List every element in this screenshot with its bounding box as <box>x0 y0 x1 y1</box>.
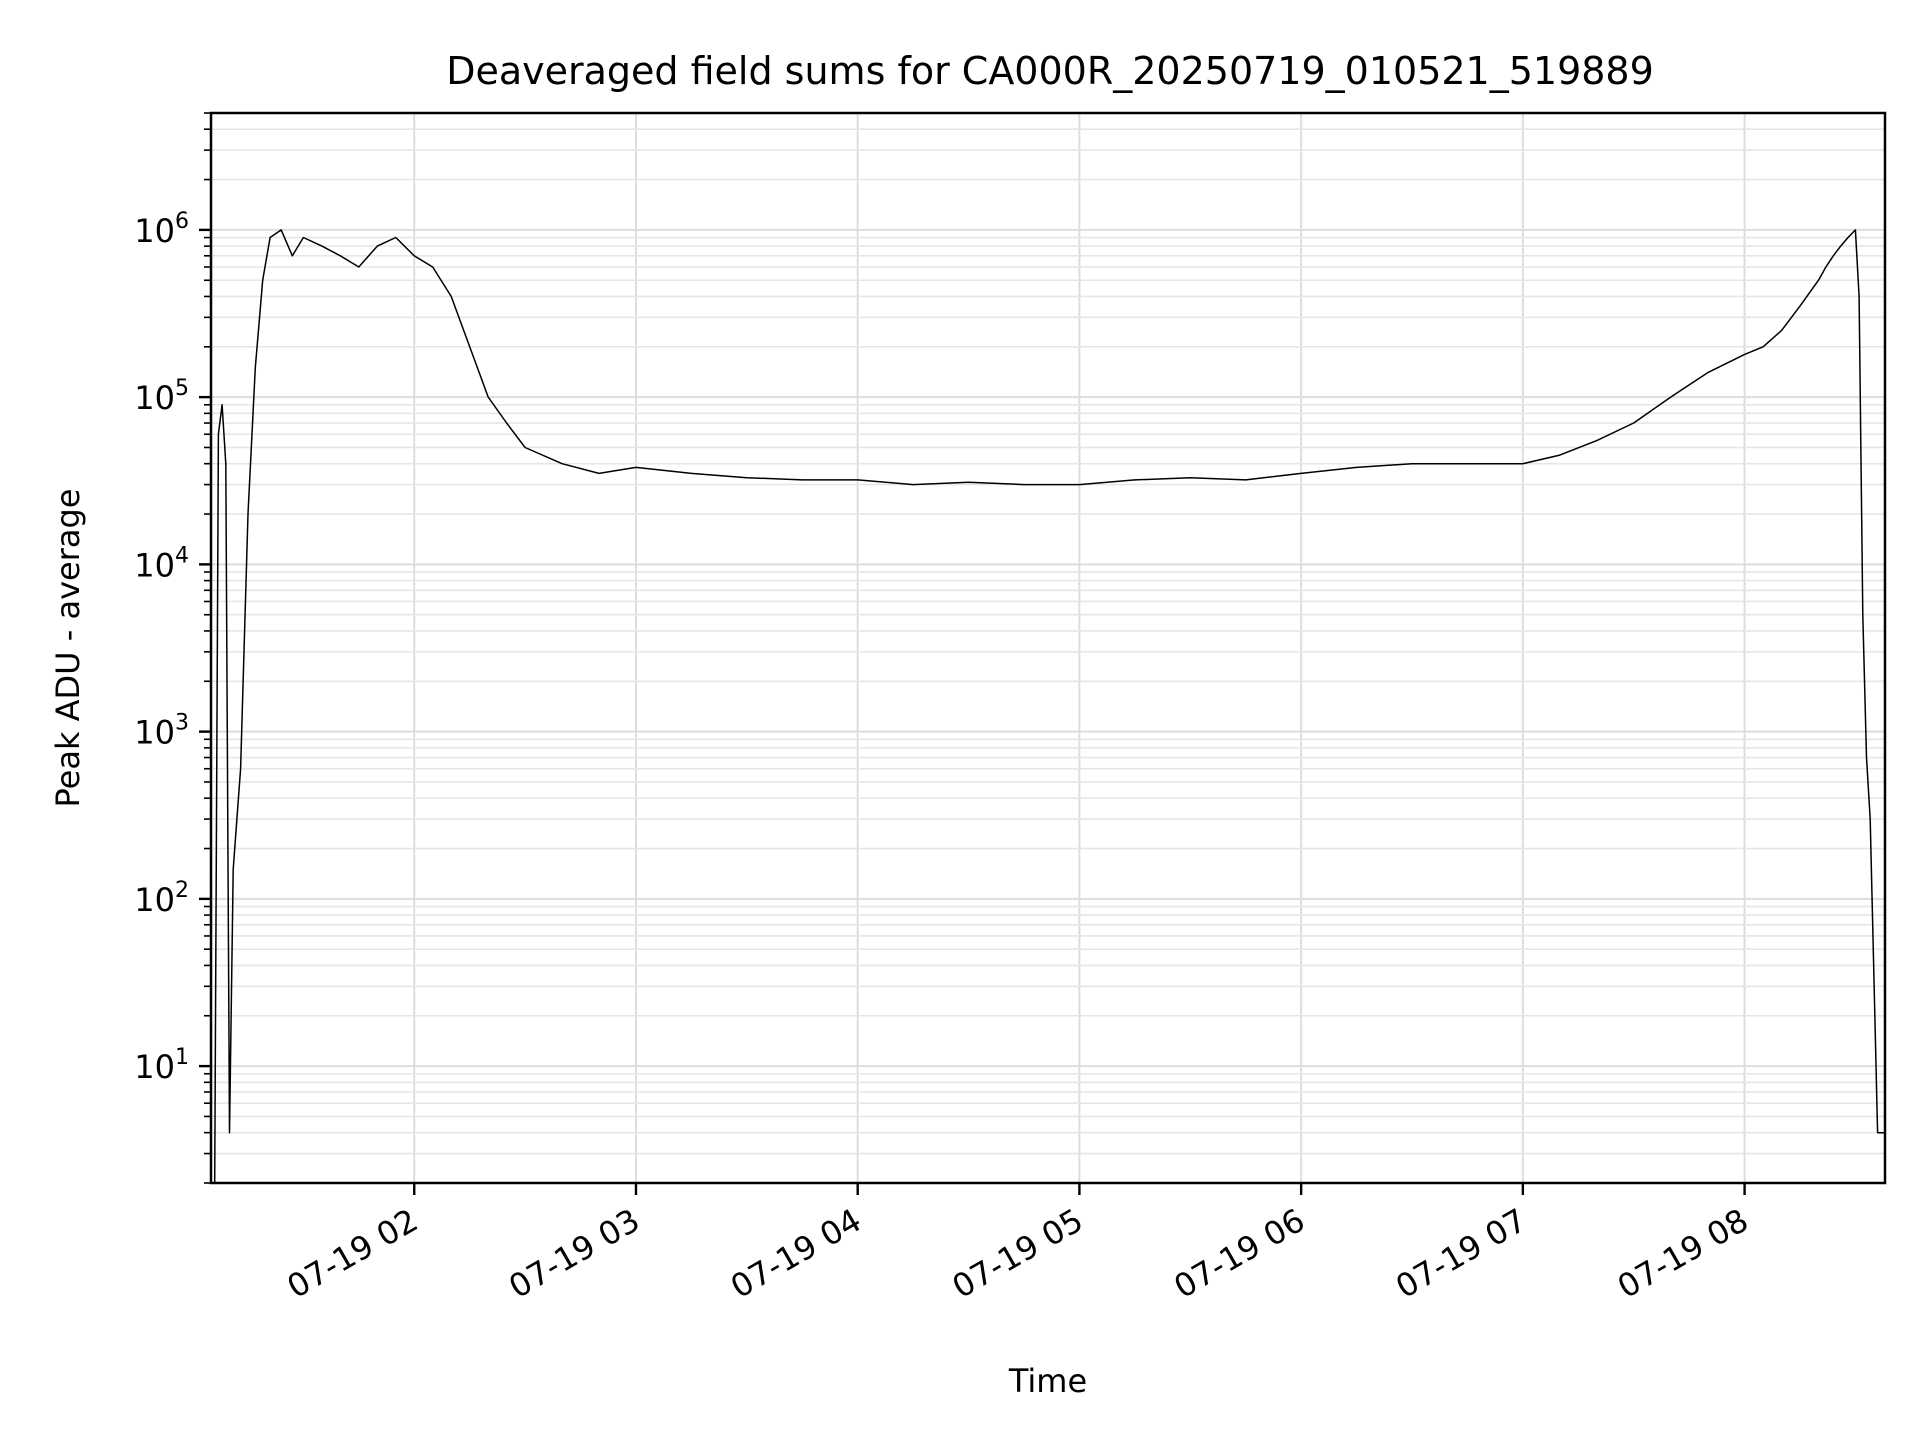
x-tick-label: 07-19 06 <box>1168 1201 1312 1306</box>
x-tick-label: 07-19 04 <box>724 1201 868 1306</box>
y-axis-label: Peak ADU - average <box>49 489 87 808</box>
y-tick-label: 102 <box>134 878 189 919</box>
plot-frame <box>209 111 1887 1185</box>
x-tick-label: 07-19 03 <box>502 1201 646 1306</box>
x-tick-label: 07-19 05 <box>946 1201 1090 1306</box>
y-tick-label: 105 <box>134 376 189 417</box>
x-tick-label: 07-19 07 <box>1389 1201 1533 1306</box>
y-tick-label: 106 <box>134 209 189 250</box>
y-tick-label: 101 <box>134 1045 189 1086</box>
x-tick-label: 07-19 08 <box>1611 1201 1755 1306</box>
x-tick-label: 07-19 02 <box>281 1201 425 1306</box>
y-tick-label: 104 <box>134 543 189 584</box>
series-line <box>213 229 1885 1184</box>
chart-title: Deaveraged field sums for CA000R_2025071… <box>446 49 1654 93</box>
x-axis-label: Time <box>1008 1362 1087 1400</box>
grid-lines <box>211 112 1885 1184</box>
y-tick-label: 103 <box>134 711 189 752</box>
data-series <box>213 229 1885 1184</box>
axis-ticks: 07-19 02 07-19 03 07-19 04 07-19 05 07-19 06… <box>134 112 1755 1306</box>
